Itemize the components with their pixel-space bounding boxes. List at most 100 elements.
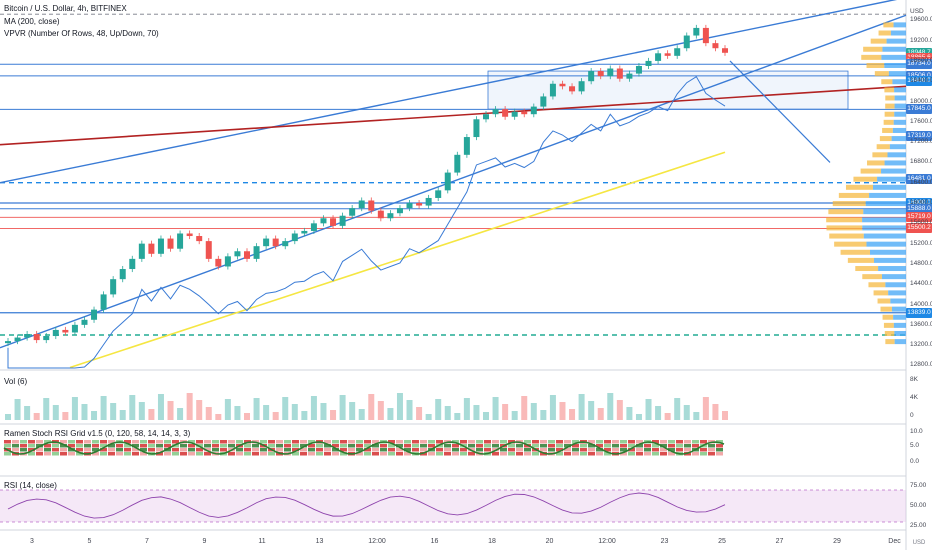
stoch-grid-cell	[420, 444, 427, 448]
candle-body	[674, 48, 681, 56]
y-tick-label: 16400.0	[910, 178, 932, 186]
volume-bar	[693, 412, 700, 420]
stoch-grid-cell	[84, 440, 91, 444]
candle-body	[358, 200, 365, 209]
upper-trend-line	[0, 0, 898, 184]
symbol-title: Bitcoin / U.S. Dollar, 4h, BITFINEX	[4, 4, 127, 13]
y-tick-label: 14000.0	[910, 300, 932, 308]
stoch-grid-cell	[492, 440, 499, 444]
stoch-grid-cell	[428, 444, 435, 448]
volume-bar	[224, 399, 231, 420]
stoch-grid-cell	[388, 448, 395, 452]
stoch-grid-cell	[28, 440, 35, 444]
candle-body	[148, 243, 155, 254]
stoch-grid-cell	[68, 452, 75, 456]
price-tag: 15888.0	[906, 203, 932, 214]
stoch-grid-cell	[436, 448, 443, 452]
stoch-grid-cell	[68, 444, 75, 448]
volume-bar	[569, 409, 576, 420]
vol-legend[interactable]: Vol (6)	[4, 377, 31, 386]
ma-200-line	[0, 85, 907, 146]
stoch-grid-cell	[108, 448, 115, 452]
vpvr-up-bar	[861, 54, 882, 60]
vpvr-down-bar	[863, 233, 906, 239]
stoch-grid-cell	[524, 452, 531, 456]
stoch-grid-cell	[716, 440, 723, 444]
stoch-grid-cell	[476, 448, 483, 452]
ma-legend[interactable]: MA (200, close)	[4, 17, 64, 26]
stoch-grid-cell	[708, 448, 715, 452]
pane-y-tick-label: 10.0	[910, 428, 923, 435]
candle-body	[540, 96, 547, 107]
stoch-grid-cell	[364, 444, 371, 448]
price-tag: 17845.0	[906, 104, 932, 115]
stoch-grid-cell	[92, 440, 99, 444]
stoch-grid-cell	[436, 452, 443, 456]
stoch-grid-cell	[60, 448, 67, 452]
stoch-grid-cell	[396, 452, 403, 456]
x-tick-label: 13	[315, 538, 324, 545]
symbol-legend[interactable]: Bitcoin / U.S. Dollar, 4h, BITFINEX	[4, 4, 131, 13]
vpvr-up-bar	[885, 95, 895, 101]
stoch-grid-cell	[556, 444, 563, 448]
stoch-grid-cell	[284, 448, 291, 452]
stoch-grid-cell	[596, 444, 603, 448]
stoch-grid-cell	[52, 448, 59, 452]
price-tag: 17319.0	[906, 131, 932, 142]
stoch-grid-cell	[116, 448, 123, 452]
stoch-grid-cell	[532, 440, 539, 444]
candle-body	[110, 279, 117, 295]
yellow-ma-line	[69, 151, 726, 369]
volume-bar	[588, 401, 595, 420]
currency-button[interactable]: USD	[912, 540, 926, 546]
stoch-grid-cell	[36, 452, 43, 456]
stoch-grid-cell	[236, 448, 243, 452]
stoch-grid-cell	[404, 448, 411, 452]
vpvr-down-bar	[893, 314, 906, 320]
stoch-grid-cell	[52, 444, 59, 448]
candle-body	[14, 337, 21, 342]
candle-body	[138, 243, 145, 259]
stoch-grid-cell	[652, 440, 659, 444]
stoch-grid-cell	[84, 448, 91, 452]
vpvr-up-bar	[826, 225, 863, 231]
stoch-grid-cell	[588, 448, 595, 452]
stoch-grid-cell	[700, 452, 707, 456]
vpvr-legend[interactable]: VPVR (Number Of Rows, 48, Up/Down, 70)	[4, 29, 163, 38]
volume-bar	[559, 402, 566, 420]
candle-body	[492, 109, 499, 115]
stoch-grid-cell	[508, 440, 515, 444]
rsi-title: RSI (14, close)	[4, 481, 57, 490]
rsi-legend[interactable]: RSI (14, close)	[4, 481, 61, 490]
volume-bar	[473, 405, 480, 420]
stoch-grid-cell	[332, 444, 339, 448]
vpvr-down-bar	[893, 119, 906, 125]
volume-bar	[215, 414, 222, 420]
volume-bar	[282, 397, 289, 420]
vpvr-up-bar	[873, 290, 889, 296]
volume-bar	[244, 413, 250, 420]
stoch-grid-cell	[340, 444, 347, 448]
volume-bar	[310, 396, 317, 420]
stoch-grid-cell	[452, 440, 459, 444]
stoch-grid-cell	[44, 444, 51, 448]
candle-body	[196, 236, 203, 242]
volume-bar	[148, 409, 155, 420]
volume-bar	[444, 406, 451, 420]
stoch-k-line	[3, 441, 725, 455]
volume-bar	[683, 405, 690, 420]
vpvr-down-bar	[885, 282, 906, 288]
price-tag: 16481.0	[906, 173, 932, 184]
stoch-grid-cell	[156, 444, 163, 448]
candle-body	[521, 111, 528, 115]
stoch-grid-cell	[140, 440, 147, 444]
stoch-grid-cell	[244, 448, 251, 452]
stoch-grid-cell	[108, 440, 115, 444]
candle-body	[24, 333, 31, 338]
vpvr-down-bar	[866, 241, 906, 247]
stoch-grid-cell	[228, 452, 235, 456]
stoch-legend[interactable]: Ramen Stoch RSI Grid v1.5 (0, 120, 58, 1…	[4, 429, 194, 438]
pane-y-tick-label: 8K	[910, 376, 918, 383]
